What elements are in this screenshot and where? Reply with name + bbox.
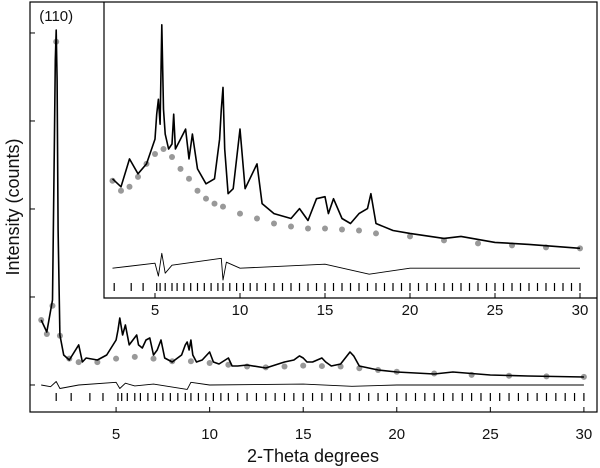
calc-point: [237, 210, 243, 217]
calc-point: [75, 359, 82, 366]
calc-point: [475, 240, 481, 247]
calc-point: [225, 361, 232, 368]
calc-point: [94, 359, 101, 366]
x-tick-label: 10: [201, 426, 218, 443]
calc-point: [43, 330, 50, 337]
x-tick-label: 20: [402, 302, 419, 319]
calc-point: [186, 175, 192, 182]
calc-point: [288, 223, 294, 230]
profile-line: [112, 252, 580, 281]
x-tick-label: 15: [295, 426, 312, 443]
calc-point: [194, 187, 201, 194]
inset-frame: [103, 2, 597, 299]
calc-point: [322, 225, 328, 232]
profile-line: [111, 24, 581, 250]
calc-point: [152, 150, 158, 157]
calc-point: [271, 220, 277, 227]
x-tick-label: 25: [482, 426, 499, 443]
x-tick-label: 30: [572, 302, 589, 319]
x-tick-label: 20: [388, 426, 405, 443]
calc-point: [220, 203, 226, 210]
calc-point: [577, 245, 583, 252]
x-tick-label: 15: [317, 302, 334, 319]
x-tick-label: 30: [576, 426, 593, 443]
calc-point: [211, 200, 218, 207]
calc-point: [254, 215, 260, 222]
calc-point: [339, 226, 345, 233]
calc-point: [135, 173, 141, 180]
calc-point: [177, 165, 184, 172]
calc-point: [407, 233, 413, 240]
calc-point: [373, 230, 379, 237]
x-axis-label: 2-Theta degrees: [247, 446, 379, 466]
calc-point: [300, 362, 307, 369]
calc-point: [150, 355, 157, 362]
calc-point: [126, 183, 133, 190]
profile-line: [41, 381, 584, 390]
profile-line: [40, 29, 584, 378]
calc-point: [187, 358, 194, 365]
main-frame: [29, 1, 598, 413]
x-tick-label: 5: [112, 426, 120, 443]
calc-point: [281, 363, 288, 370]
calc-point: [305, 225, 311, 232]
calc-point: [131, 353, 138, 360]
calc-point: [38, 316, 45, 323]
calc-point: [206, 359, 213, 366]
calc-point: [113, 355, 120, 362]
x-tick-label: 5: [151, 302, 159, 319]
calc-point: [318, 363, 325, 370]
peak-annotation: (110): [39, 8, 73, 25]
x-tick-label: 10: [232, 302, 249, 319]
calc-point: [169, 153, 175, 160]
y-axis-label: Intensity (counts): [3, 138, 23, 275]
calc-point: [160, 146, 167, 153]
calc-point: [118, 187, 124, 194]
x-tick-label: 25: [487, 302, 504, 319]
calc-point: [356, 227, 362, 234]
calc-point: [203, 195, 209, 202]
